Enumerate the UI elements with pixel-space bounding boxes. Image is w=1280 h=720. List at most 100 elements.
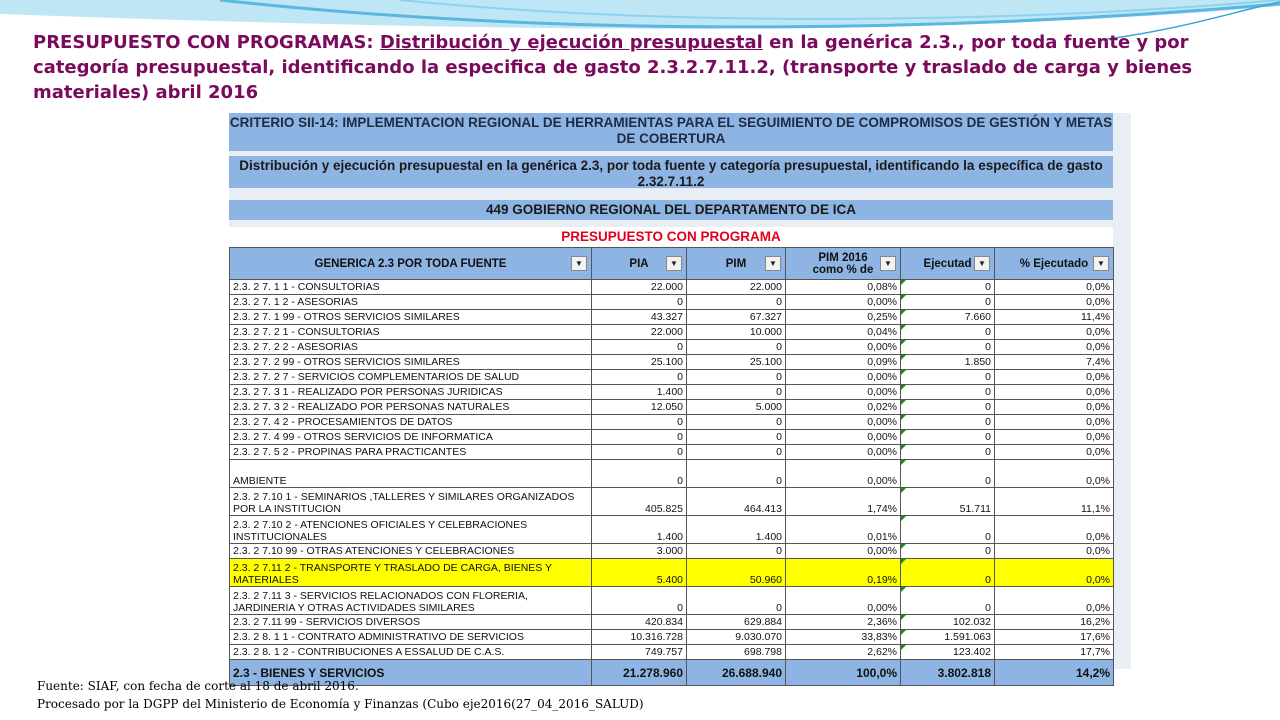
pim-pct-cell: 0,04%	[785, 324, 901, 340]
pim-cell: 0	[686, 459, 786, 488]
spreadsheet-image: CRITERIO SII-14: IMPLEMENTACION REGIONAL…	[229, 113, 1131, 686]
table-row: 2.3. 2 7. 3 1 - REALIZADO POR PERSONAS J…	[229, 384, 1114, 400]
pim-cell: 9.030.070	[686, 629, 786, 645]
ejecutado-cell: 0	[900, 429, 995, 445]
header-row: GENERICA 2.3 POR TODA FUENTE ▼ PIA ▼ PIM ▼ PIM…	[229, 247, 1114, 280]
pia-cell: 22.000	[591, 324, 687, 340]
header-label: PIA	[629, 257, 649, 270]
filter-dropdown-icon[interactable]: ▼	[1093, 256, 1109, 271]
title-prefix: PRESUPUESTO CON PROGRAMAS:	[33, 32, 374, 53]
filter-dropdown-icon[interactable]: ▼	[765, 256, 781, 271]
row-label: 2.3. 2 7. 1 2 - ASESORIAS	[229, 294, 592, 310]
pia-cell: 0	[591, 339, 687, 355]
pim-pct-cell: 0,00%	[785, 429, 901, 445]
table-row: 2.3. 2 7.11 99 - SERVICIOS DIVERSOS 420.8…	[229, 614, 1114, 630]
table-row: 2.3. 2 7. 5 2 - PROPINAS PARA PRACTICANT…	[229, 444, 1114, 460]
row-label: 2.3. 2 7. 2 7 - SERVICIOS COMPLEMENTARIO…	[229, 369, 592, 385]
pim-cell: 26.688.940	[686, 659, 786, 686]
pim-cell: 5.000	[686, 399, 786, 415]
pim-pct-cell: 0,00%	[785, 369, 901, 385]
header-label: GENERICA 2.3 POR TODA FUENTE	[314, 257, 507, 270]
filter-dropdown-icon[interactable]: ▼	[880, 256, 896, 271]
row-label: 2.3. 2 7. 4 2 - PROCESAMIENTOS DE DATOS	[229, 414, 592, 430]
presupuesto-subtitle: PRESUPUESTO CON PROGRAMA	[229, 227, 1113, 247]
table-row: 2.3. 2 8. 1 2 - CONTRIBUCIONES A ESSALUD…	[229, 644, 1114, 660]
table-row: 2.3. 2 7.11 2 - TRANSPORTE Y TRASLADO DE…	[229, 558, 1114, 587]
pim-cell: 0	[686, 429, 786, 445]
row-label: 2.3. 2 7. 2 1 - CONSULTORIAS	[229, 324, 592, 340]
pct-ejecutado-cell: 0,0%	[994, 279, 1114, 295]
ejecutado-cell: 0	[900, 444, 995, 460]
pia-cell: 1.400	[591, 515, 687, 544]
source-note: Fuente: SIAF, con fecha de corte al 18 d…	[37, 677, 644, 713]
pim-cell: 67.327	[686, 309, 786, 325]
ejecutado-cell: 0	[900, 399, 995, 415]
pct-ejecutado-cell: 0,0%	[994, 586, 1114, 615]
table-row: 2.3. 2 7. 4 2 - PROCESAMIENTOS DE DATOS 0…	[229, 414, 1114, 430]
pct-ejecutado-cell: 0,0%	[994, 324, 1114, 340]
pct-ejecutado-cell: 0,0%	[994, 414, 1114, 430]
ejecutado-cell: 0	[900, 414, 995, 430]
pim-pct-cell: 0,00%	[785, 294, 901, 310]
source-line-2: Procesado por la DGPP del Ministerio de …	[37, 697, 644, 711]
pim-cell: 10.000	[686, 324, 786, 340]
pim-cell: 0	[686, 543, 786, 559]
pct-ejecutado-cell: 14,2%	[994, 659, 1114, 686]
row-label: AMBIENTE	[229, 459, 592, 488]
pim-pct-cell: 0,02%	[785, 399, 901, 415]
pia-cell: 0	[591, 444, 687, 460]
filter-dropdown-icon[interactable]: ▼	[974, 256, 990, 271]
table-row: 2.3. 2 8. 1 1 - CONTRATO ADMINISTRATIVO …	[229, 629, 1114, 645]
pim-pct-cell: 2,62%	[785, 644, 901, 660]
total-row: 2.3 - BIENES Y SERVICIOS 21.278.960 26.688…	[229, 659, 1114, 686]
pia-cell: 0	[591, 294, 687, 310]
pct-ejecutado-cell: 11,1%	[994, 487, 1114, 516]
pia-cell: 0	[591, 414, 687, 430]
criterio-band: CRITERIO SII-14: IMPLEMENTACION REGIONAL…	[229, 113, 1113, 151]
pct-ejecutado-cell: 17,6%	[994, 629, 1114, 645]
pia-cell: 10.316.728	[591, 629, 687, 645]
row-label: 2.3. 2 7.10 2 - ATENCIONES OFICIALES Y C…	[229, 515, 592, 544]
pim-pct-cell: 0,09%	[785, 354, 901, 370]
pim-pct-cell: 33,83%	[785, 629, 901, 645]
pim-pct-cell: 2,36%	[785, 614, 901, 630]
header-label: % Ejecutado	[1019, 257, 1089, 270]
filter-dropdown-icon[interactable]: ▼	[571, 256, 587, 271]
table-row: 2.3. 2 7. 1 2 - ASESORIAS 0 0 0,00% 0 0,0%	[229, 294, 1114, 310]
pct-ejecutado-cell: 0,0%	[994, 384, 1114, 400]
pim-pct-cell: 100,0%	[785, 659, 901, 686]
table-row: 2.3. 2 7. 4 99 - OTROS SERVICIOS DE INFO…	[229, 429, 1114, 445]
table-body: 2.3. 2 7. 1 1 - CONSULTORIAS 22.000 22.000…	[229, 279, 1114, 686]
row-label: 2.3. 2 8. 1 1 - CONTRATO ADMINISTRATIVO …	[229, 629, 592, 645]
pim-cell: 50.960	[686, 558, 786, 587]
col-generica-header: GENERICA 2.3 POR TODA FUENTE ▼	[229, 247, 592, 280]
table-row: 2.3. 2 7.10 1 - SEMINARIOS ,TALLERES Y S…	[229, 487, 1114, 516]
ejecutado-cell: 0	[900, 515, 995, 544]
table-row: 2.3. 2 7.10 2 - ATENCIONES OFICIALES Y C…	[229, 515, 1114, 544]
row-label: 2.3. 2 7.11 3 - SERVICIOS RELACIONADOS C…	[229, 586, 592, 615]
pct-ejecutado-cell: 0,0%	[994, 444, 1114, 460]
row-label: 2.3. 2 7. 4 99 - OTROS SERVICIOS DE INFO…	[229, 429, 592, 445]
budget-table: GENERICA 2.3 POR TODA FUENTE ▼ PIA ▼ PIM ▼ PIM…	[229, 247, 1114, 686]
pim-cell: 0	[686, 294, 786, 310]
pct-ejecutado-cell: 0,0%	[994, 339, 1114, 355]
ejecutado-cell: 123.402	[900, 644, 995, 660]
table-row: 2.3. 2 7. 2 7 - SERVICIOS COMPLEMENTARIO…	[229, 369, 1114, 385]
filter-dropdown-icon[interactable]: ▼	[666, 256, 682, 271]
ejecutado-cell: 0	[900, 586, 995, 615]
pct-ejecutado-cell: 0,0%	[994, 369, 1114, 385]
pim-cell: 0	[686, 339, 786, 355]
pia-cell: 0	[591, 369, 687, 385]
pia-cell: 1.400	[591, 384, 687, 400]
pct-ejecutado-cell: 0,0%	[994, 558, 1114, 587]
row-label: 2.3. 2 8. 1 2 - CONTRIBUCIONES A ESSALUD…	[229, 644, 592, 660]
pct-ejecutado-cell: 11,4%	[994, 309, 1114, 325]
col-pim-pct-header: PIM 2016 como % de ▼	[785, 247, 901, 280]
decorative-header-swoosh	[0, 0, 1280, 41]
pia-cell: 25.100	[591, 354, 687, 370]
ejecutado-cell: 51.711	[900, 487, 995, 516]
pim-cell: 698.798	[686, 644, 786, 660]
pct-ejecutado-cell: 0,0%	[994, 459, 1114, 488]
pia-cell: 0	[591, 586, 687, 615]
row-label: 2.3. 2 7. 5 2 - PROPINAS PARA PRACTICANT…	[229, 444, 592, 460]
